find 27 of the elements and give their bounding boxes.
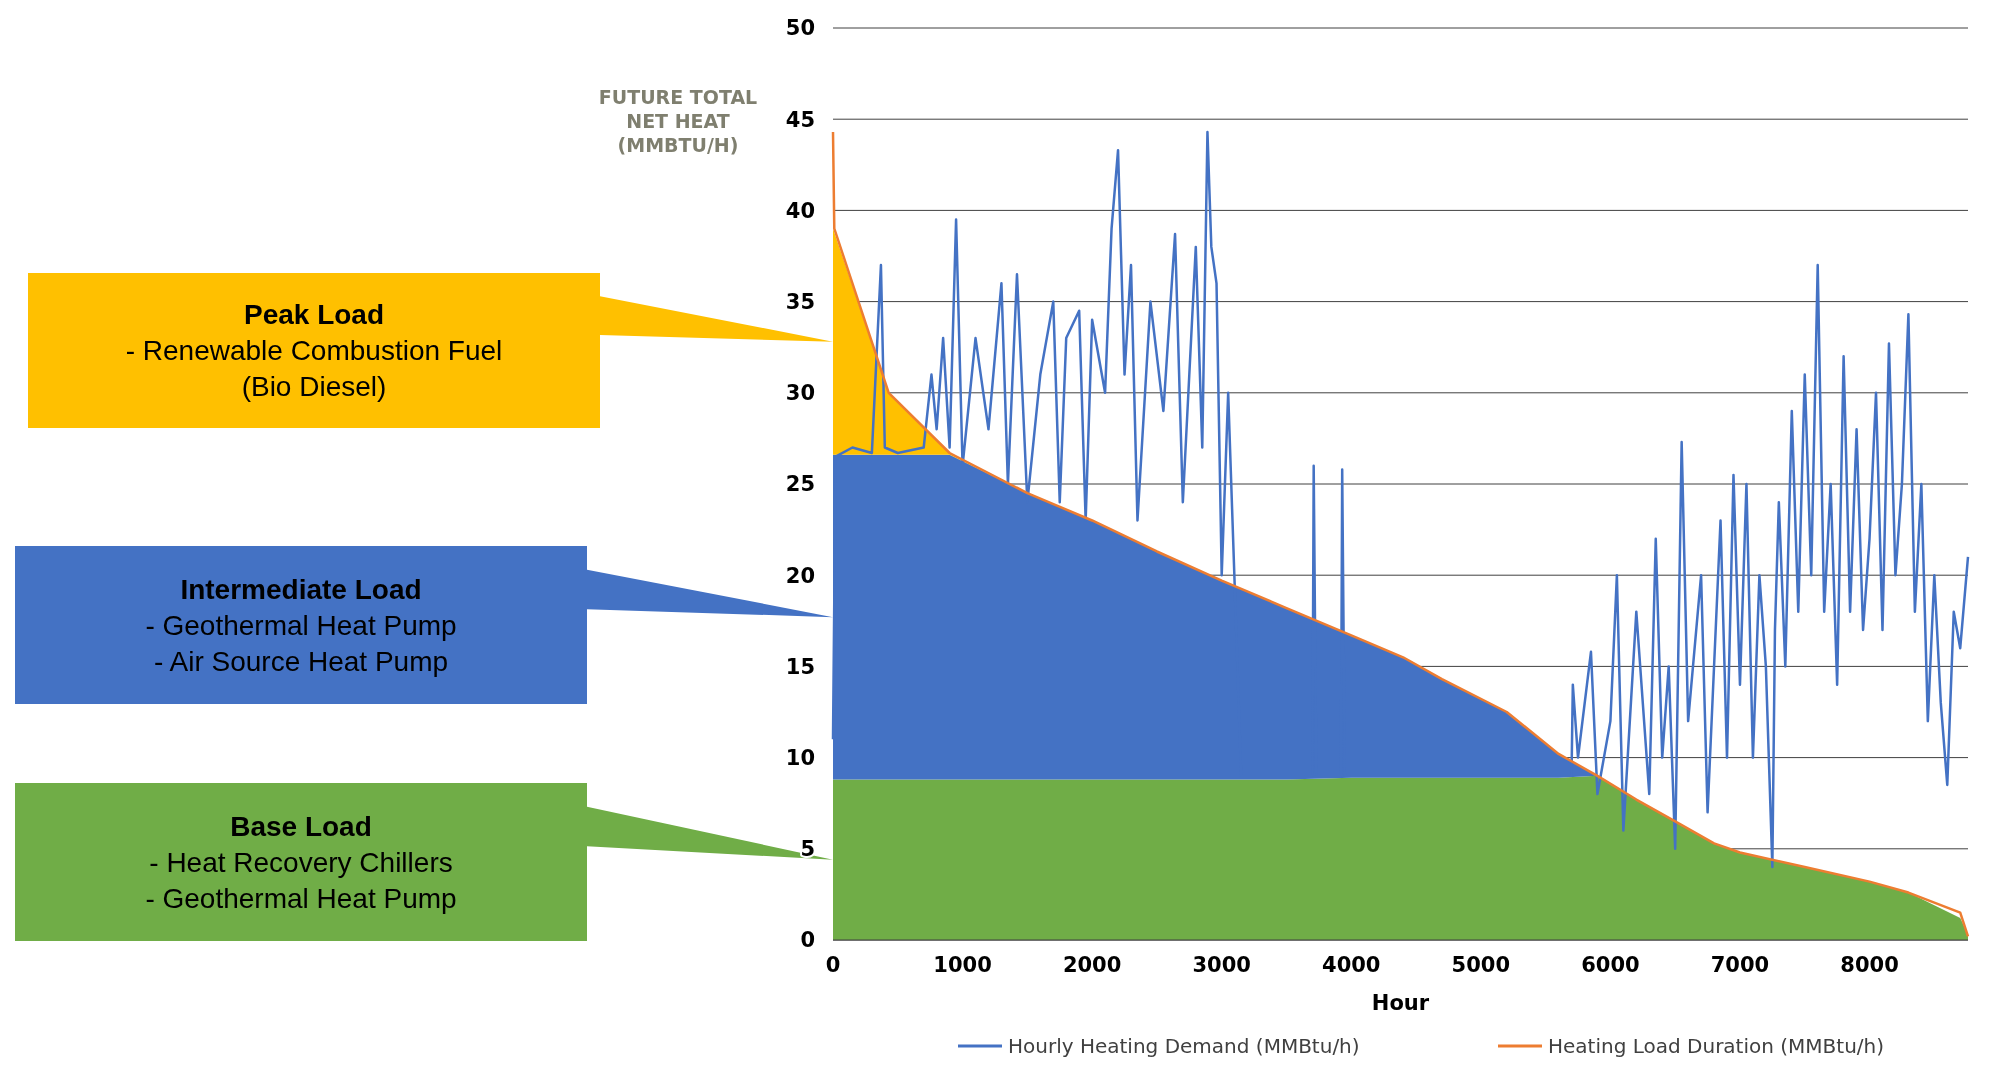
x-tick-label: 7000 (1710, 953, 1770, 977)
x-axis-title: Hour (1371, 991, 1430, 1015)
text: Intermediate Load - Geothermal Heat Pump - Air Source Heat Pump (145, 573, 457, 677)
y-tick-label: 35 (785, 289, 815, 314)
y-tick-label: 30 (785, 381, 815, 406)
legend-label: Heating Load Duration (MMBtu/h) (1548, 1034, 1885, 1058)
x-tick-label: 5000 (1451, 953, 1511, 977)
y-tick-label: 20 (785, 563, 815, 588)
y-tick-label: 50 (785, 16, 815, 41)
x-tick-label: 8000 (1840, 953, 1899, 977)
y-tick-label: 0 (800, 928, 815, 953)
y-tick-label: 45 (785, 107, 815, 132)
y-tick-label: 15 (785, 654, 815, 679)
x-tick-label: 0 (825, 953, 841, 977)
y-axis-title: FUTURE TOTAL NET HEAT (MMBTU/H) (598, 86, 758, 156)
x-tick-label: 1000 (933, 953, 992, 977)
x-tick-label: 6000 (1581, 953, 1640, 977)
x-tick-label: 3000 (1192, 953, 1251, 977)
y-tick-label: 25 (785, 472, 815, 497)
y-tick-label: 5 (800, 837, 815, 862)
legend-label: Hourly Heating Demand (MMBtu/h) (1008, 1034, 1360, 1058)
text: Peak Load - Renewable Combustion Fuel (Bio Diesel) (125, 299, 503, 403)
y-tick-label: 40 (785, 198, 815, 223)
text: Base Load - Heat Recovery Chillers - Geothermal Heat Pump (145, 810, 457, 914)
x-tick-label: 4000 (1322, 953, 1381, 977)
y-tick-label: 10 (785, 745, 815, 770)
x-tick-label: 2000 (1062, 953, 1122, 977)
